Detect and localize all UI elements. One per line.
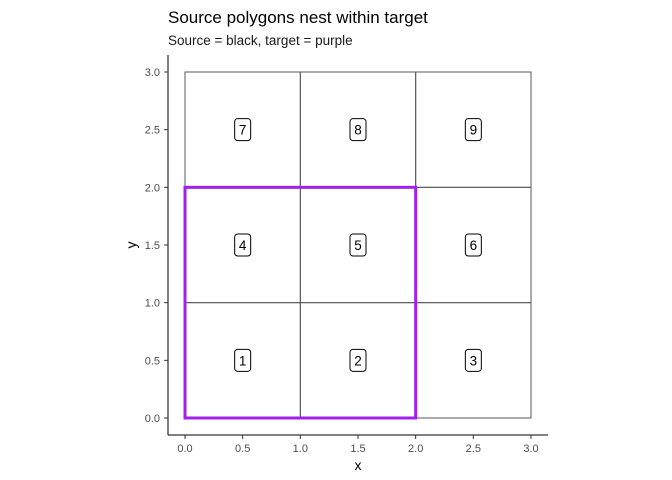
- polygon-label-box: [234, 118, 252, 142]
- y-tick-label: 2.5: [145, 125, 160, 137]
- y-axis-title: y: [123, 242, 139, 249]
- x-tick-label: 0.0: [177, 443, 192, 455]
- y-tick-label: 3.0: [145, 67, 160, 79]
- x-tick-label: 2.5: [466, 443, 481, 455]
- x-tick-label: 2.0: [408, 443, 423, 455]
- x-tick-label: 1.0: [293, 443, 308, 455]
- y-tick-label: 1.5: [145, 240, 160, 252]
- axes: 0.0 0.5 1.0 1.5 2.0 2.5 3.0 0.0 0.5 1.0 1.5 2.0 2.5 3…: [145, 55, 548, 455]
- y-tick-label: 0.0: [145, 413, 160, 425]
- polygon-label-box: [349, 118, 367, 142]
- polygon-labels: 1 2 3 4 5 6 7 8 9: [234, 118, 482, 372]
- x-tick-label: 0.5: [235, 443, 250, 455]
- target-polygon-layer: [183, 185, 418, 420]
- polygon-label-text: 7: [239, 123, 247, 138]
- polygon-label-4: 4: [234, 233, 252, 257]
- chart-title: Source polygons nest within target: [168, 8, 428, 27]
- polygon-label-text: 3: [470, 353, 478, 368]
- y-tick-label: 0.5: [145, 355, 160, 367]
- x-axis-title: x: [355, 457, 362, 473]
- source-polygon-9: [415, 71, 532, 188]
- polygon-label-text: 6: [470, 238, 478, 253]
- polygon-label-text: 2: [354, 353, 362, 368]
- polygon-label-text: 8: [354, 123, 362, 138]
- polygon-label-text: 1: [239, 353, 247, 368]
- polygon-label-box: [349, 233, 367, 257]
- y-tick-label: 2.0: [145, 182, 160, 194]
- polygon-label-7: 7: [234, 118, 252, 142]
- polygon-label-box: [464, 118, 482, 142]
- polygon-label-3: 3: [464, 348, 482, 372]
- y-tick-label: 1.0: [145, 298, 160, 310]
- target-polygon: [183, 185, 418, 420]
- x-tick-label: 1.5: [350, 443, 365, 455]
- polygon-label-text: 5: [354, 238, 362, 253]
- polygon-label-text: 9: [470, 123, 478, 138]
- polygon-label-5: 5: [349, 233, 367, 257]
- polygon-label-box: [234, 348, 252, 372]
- polygon-label-box: [349, 348, 367, 372]
- polygon-label-6: 6: [464, 233, 482, 257]
- chart-subtitle: Source = black, target = purple: [168, 33, 353, 48]
- polygon-label-8: 8: [349, 118, 367, 142]
- polygon-label-1: 1: [234, 348, 252, 372]
- polygon-label-2: 2: [349, 348, 367, 372]
- x-tick-label: 3.0: [523, 443, 538, 455]
- polygon-label-box: [464, 348, 482, 372]
- polygon-label-box: [464, 233, 482, 257]
- polygon-label-text: 4: [239, 238, 247, 253]
- polygon-label-box: [234, 233, 252, 257]
- polygon-label-9: 9: [464, 118, 482, 142]
